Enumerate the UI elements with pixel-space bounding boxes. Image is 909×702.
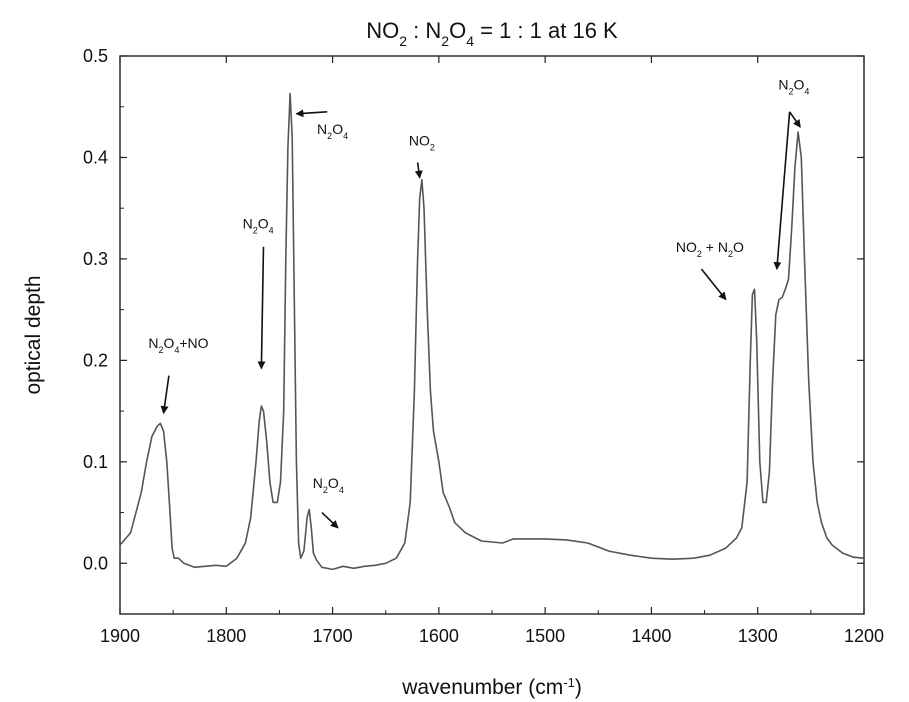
annotation-arrow [788,111,801,128]
chart-title: NO2 : N2O4 = 1 : 1 at 16 K [366,18,618,49]
annotation-label: NO2 [409,132,435,152]
annotations-group: N2O4+NO N2O4 N2O4 N2O4 NO2 NO2 + N2O N2O4 [148,76,809,529]
y-axis-label: optical depth [22,275,45,394]
annotation-label: N2O4 [243,215,274,235]
annotation-label: NO2 + N2O [676,239,744,259]
x-tick-label: 1800 [206,626,246,646]
y-tick-label: 0.2 [83,350,108,370]
x-tick-label: 1700 [313,626,353,646]
annotation-label: N2O4 [778,76,809,96]
annotation-arrow [321,511,339,529]
x-tick-label: 1400 [631,626,671,646]
x-tick-label: 1900 [100,626,140,646]
annotation-arrow [257,246,266,370]
annotation-arrow [414,162,423,179]
x-axis-label-text: wavenumber (cm-1) [401,675,582,700]
y-tick-label: 0.5 [83,46,108,66]
plot-frame [119,55,865,615]
y-axis-label-text: optical depth [22,275,45,394]
x-tick-label: 1600 [419,626,459,646]
annotation-label: N2O4+NO [148,335,208,355]
annotation-arrow [700,268,727,301]
chart-title-text: NO2 : N2O4 = 1 : 1 at 16 K [366,18,618,49]
annotation-label: N2O4 [313,475,344,495]
y-tick-label: 0.3 [83,249,108,269]
x-axis-ticks: 1900 1800 1700 1600 1500 1400 1300 1200 [100,56,884,646]
x-tick-label: 1300 [738,626,778,646]
x-tick-label: 1200 [844,626,884,646]
annotation-label: N2O4 [317,121,348,141]
y-tick-label: 0.0 [83,553,108,573]
x-axis-label: wavenumber (cm-1) [401,675,582,700]
y-tick-label: 0.4 [83,147,108,167]
annotation-arrow [773,111,791,271]
spectrum-line [119,92,865,571]
annotation-arrow [295,109,328,118]
series-group [119,92,865,571]
y-axis-ticks: 0.0 0.1 0.2 0.3 0.4 0.5 [83,46,864,615]
x-tick-label: 1500 [525,626,565,646]
y-tick-label: 0.1 [83,452,108,472]
annotation-arrow [160,375,170,415]
